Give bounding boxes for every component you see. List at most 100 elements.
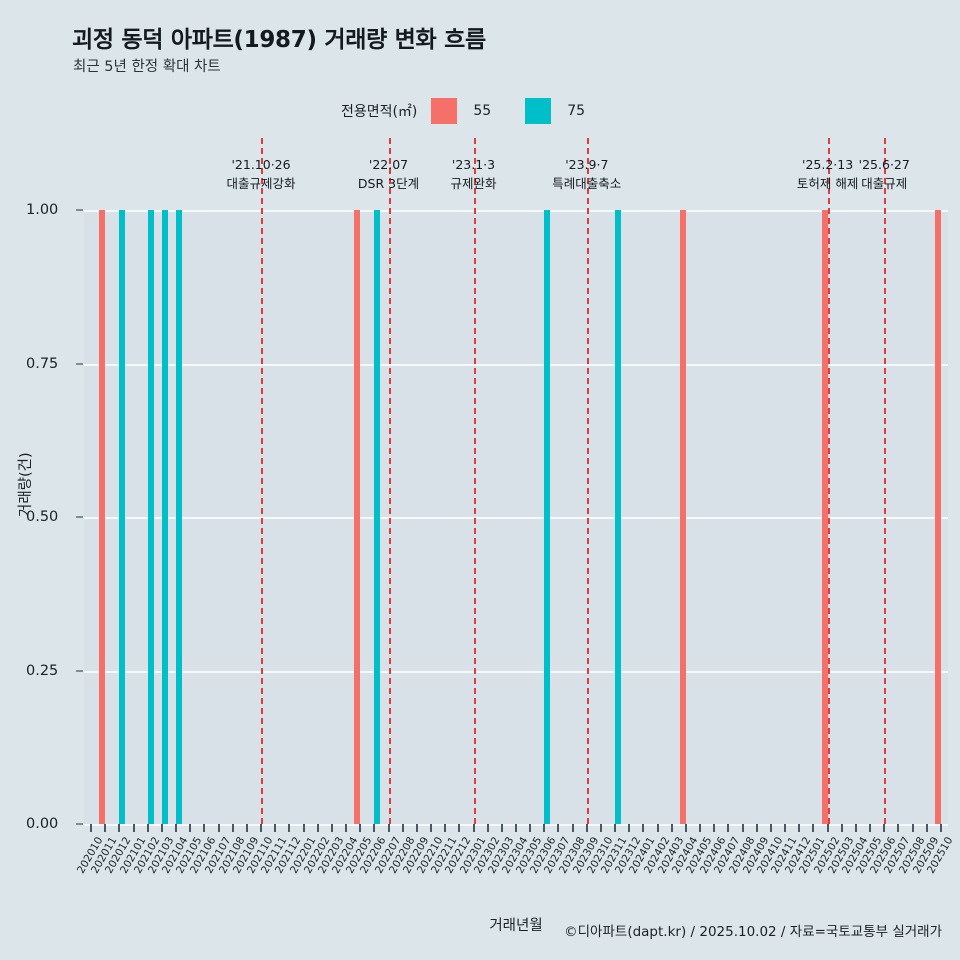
event-line-0	[261, 138, 264, 824]
x-tick-mark	[90, 824, 93, 832]
x-tick-mark	[769, 824, 772, 832]
x-tick-mark	[699, 824, 702, 832]
legend-swatch-55	[431, 98, 458, 124]
bar-55-202011[interactable]	[99, 210, 106, 824]
event-name: DSR 3단계	[357, 176, 420, 192]
x-tick-mark	[939, 824, 942, 832]
event-date: '22.07	[368, 157, 409, 172]
x-tick-mark	[826, 824, 829, 832]
legend-title: 전용면적(㎡)	[340, 104, 418, 120]
x-tick-mark	[571, 824, 574, 832]
x-tick-mark	[500, 824, 503, 832]
x-tick-mark	[146, 824, 149, 832]
event-label-4: '25.2·13 토허제 해제	[797, 155, 858, 194]
x-axis: 거래년월 202010 202011 202012 202101 202102 20210…	[75, 824, 955, 944]
bar-75-202102[interactable]	[147, 210, 154, 824]
x-tick-mark	[302, 824, 305, 832]
gridline	[84, 670, 948, 673]
event-date: '23.1·3	[451, 157, 496, 172]
footer-credit: ©디아파트(dapt.kr) / 2025.10.02 / 자료=국토교통부 실…	[564, 924, 942, 940]
x-tick-mark	[798, 824, 801, 832]
y-tick-mark	[76, 362, 83, 365]
chart-legend: 전용면적(㎡) 55 75	[0, 98, 960, 124]
x-tick-mark	[911, 824, 914, 832]
x-tick-mark	[316, 824, 319, 832]
x-tick-mark	[812, 824, 815, 832]
y-tick-mark	[76, 209, 83, 211]
event-date: '25.2·13	[802, 157, 854, 172]
event-date: '23.9·7	[565, 157, 609, 172]
x-tick-mark	[670, 824, 673, 832]
bar-55-202404[interactable]	[679, 210, 686, 824]
x-tick-mark	[458, 824, 461, 832]
x-tick-mark	[614, 824, 617, 832]
y-tick-mark	[76, 823, 83, 825]
x-tick-mark	[345, 824, 348, 832]
x-tick-mark	[869, 824, 872, 832]
event-name: 특례대출축소	[552, 176, 622, 192]
x-tick-mark	[515, 824, 517, 832]
legend-label-75: 75	[567, 103, 586, 119]
bar-75-202311[interactable]	[615, 210, 622, 824]
event-line-2	[473, 138, 476, 824]
y-axis-label: 거래량(건)	[18, 452, 34, 517]
event-date: '25.6·27	[858, 157, 910, 172]
legend-swatch-75	[525, 98, 552, 124]
x-tick-mark	[472, 824, 475, 832]
bar-75-202206[interactable]	[374, 210, 381, 824]
legend-item-75[interactable]: 75	[525, 98, 615, 124]
gridline	[84, 517, 948, 519]
x-tick-mark	[840, 824, 843, 832]
bar-75-202103[interactable]	[161, 210, 168, 824]
x-tick-mark	[925, 824, 928, 832]
bar-55-202502[interactable]	[821, 210, 828, 824]
x-tick-mark	[118, 824, 121, 832]
event-label-5: '25.6·27 대출규제	[859, 155, 910, 194]
event-line-1	[388, 138, 391, 824]
x-tick-mark	[854, 824, 857, 832]
x-tick-mark	[288, 824, 291, 832]
x-tick-mark	[175, 824, 178, 832]
y-tick-mark	[76, 669, 83, 672]
x-tick-mark	[203, 824, 206, 832]
bar-55-202510[interactable]	[934, 210, 941, 824]
x-tick-mark	[713, 824, 716, 832]
legend-item-55[interactable]: 55	[431, 98, 521, 124]
bar-75-202306[interactable]	[544, 210, 551, 824]
plot-area: '21.10·26 대출규제강화 '22.07 DSR 3단계 '23.1·3 규제완화 '…	[84, 138, 948, 826]
y-tick-mark	[76, 516, 83, 518]
event-label-1: '22.07 DSR 3단계	[358, 155, 419, 194]
x-tick-mark	[401, 824, 404, 832]
x-tick-mark	[132, 824, 135, 832]
event-line-3	[586, 138, 589, 824]
y-tick-label: 1.00	[26, 202, 59, 218]
gridline	[84, 210, 948, 212]
x-tick-mark	[642, 824, 645, 832]
event-label-2: '23.1·3 규제완화	[450, 155, 496, 194]
x-tick-mark	[160, 824, 163, 832]
x-tick-mark	[444, 824, 447, 832]
event-name: 토허제 해제	[796, 176, 859, 192]
x-tick-mark	[529, 824, 532, 832]
y-tick-label: 0.50	[26, 509, 59, 525]
y-tick-label: 0.75	[26, 355, 59, 372]
x-tick-mark	[897, 824, 900, 832]
x-tick-mark	[415, 824, 418, 832]
x-tick-mark	[656, 824, 659, 832]
x-tick-mark	[557, 824, 560, 832]
x-tick-mark	[543, 824, 546, 832]
x-tick-mark	[330, 824, 333, 832]
bar-75-202104[interactable]	[176, 210, 183, 824]
x-tick-mark	[189, 824, 192, 832]
y-tick-label: 0.00	[26, 816, 59, 832]
page-title: 괴정 동덕 아파트(1987) 거래량 변화 흐름	[72, 27, 486, 53]
bar-75-202012[interactable]	[119, 210, 126, 824]
x-tick-mark	[260, 824, 263, 832]
x-tick-mark	[599, 824, 602, 832]
gridline	[84, 363, 948, 366]
bar-55-202205[interactable]	[354, 210, 361, 824]
x-tick-mark	[755, 824, 758, 832]
event-name: 규제완화	[450, 176, 497, 192]
legend-label-55: 55	[473, 103, 492, 119]
